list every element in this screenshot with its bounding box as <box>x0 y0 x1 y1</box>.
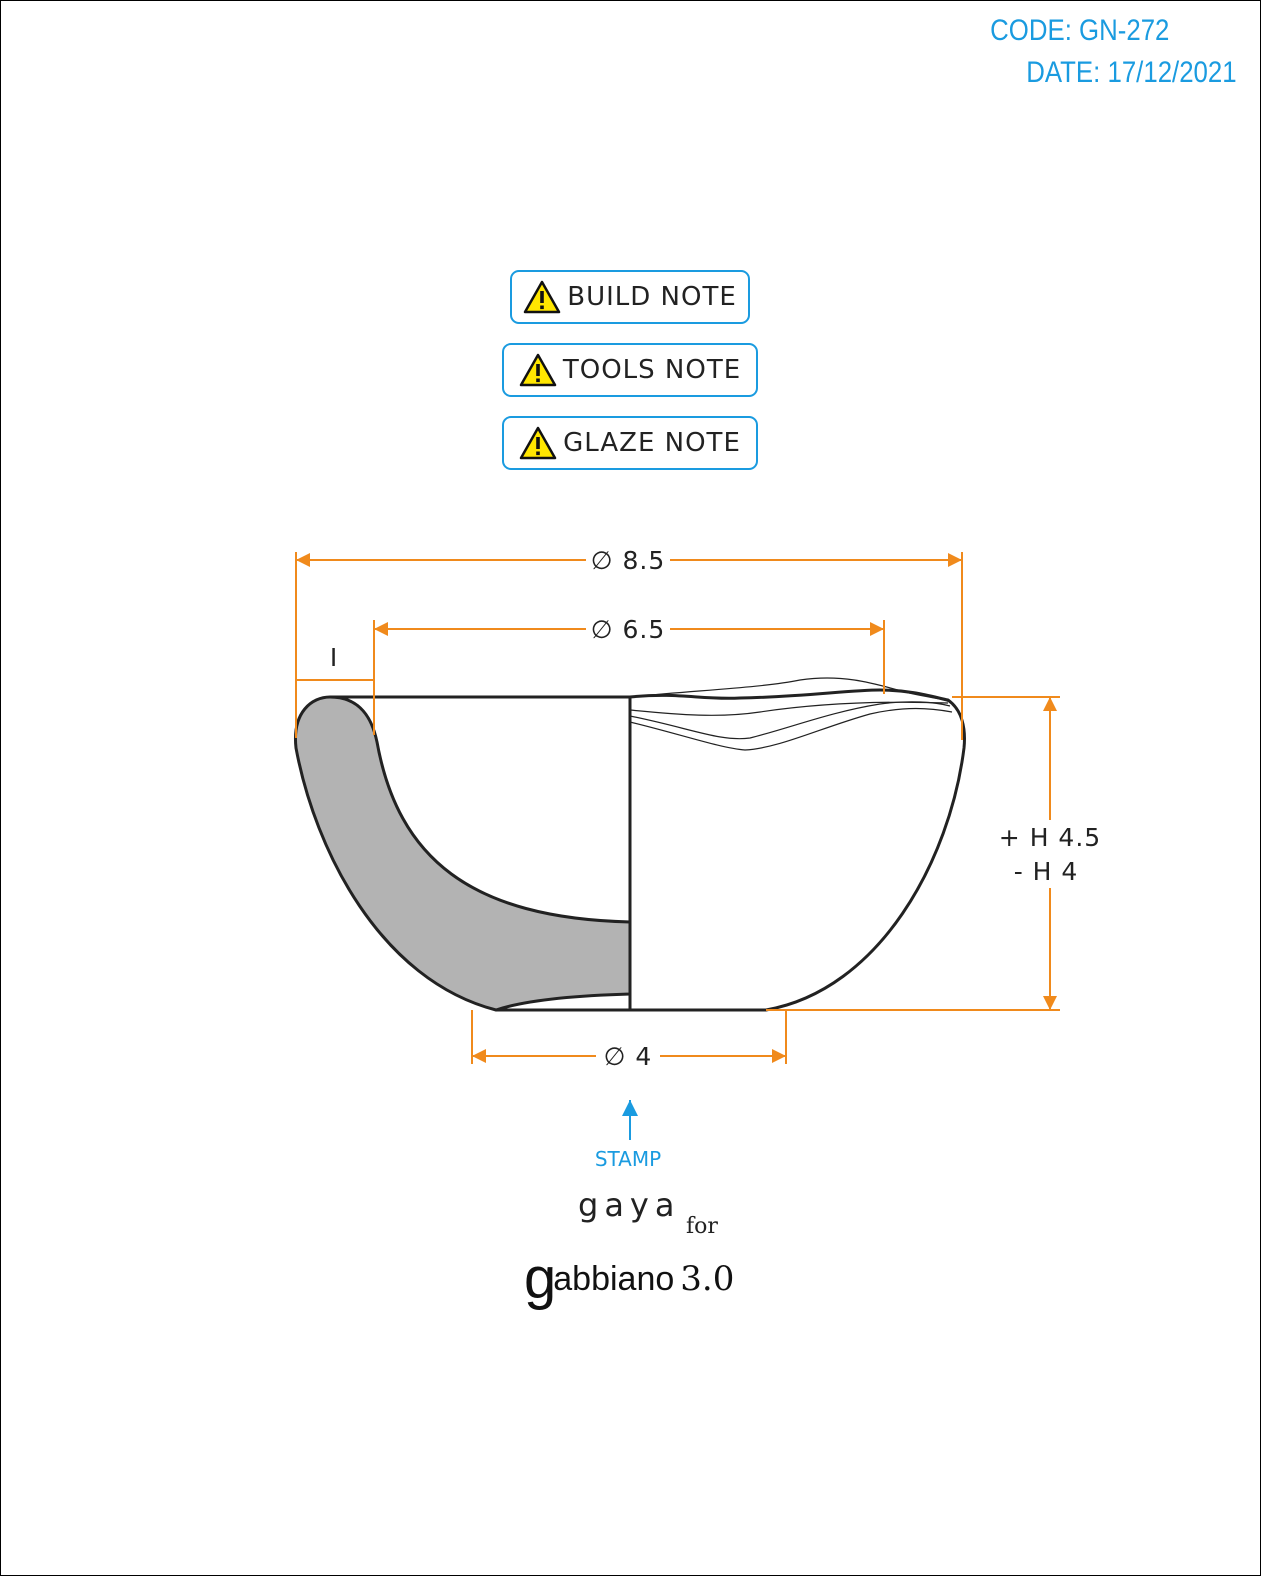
build-note-label: BUILD NOTE <box>567 282 737 312</box>
tools-note-button[interactable]: TOOLS NOTE <box>502 343 758 397</box>
build-note-button[interactable]: BUILD NOTE <box>510 270 750 324</box>
rim-wave-line <box>629 701 949 716</box>
brand-for: for <box>686 1214 718 1239</box>
warning-icon <box>519 353 557 387</box>
bowl-exterior-outline <box>629 688 966 1012</box>
height-max-label: + H 4.5 <box>999 823 1101 852</box>
glaze-note-button[interactable]: GLAZE NOTE <box>502 416 758 470</box>
stamp-label: STAMP <box>595 1147 661 1171</box>
dimension-lines <box>295 552 1060 1064</box>
brand-name: abbiano <box>553 1260 675 1298</box>
outer-diameter-label: ∅ 8.5 <box>591 546 665 575</box>
brand-gabbiano-logo: gabbiano 3.0 <box>524 1245 734 1312</box>
height-min-label: - H 4 <box>1014 857 1079 886</box>
warning-icon <box>519 426 557 460</box>
glaze-note-label: GLAZE NOTE <box>563 428 741 458</box>
brand-g-letter: g <box>524 1246 557 1311</box>
drawing-date: DATE: 17/12/2021 <box>1026 56 1237 89</box>
product-code: CODE: GN-272 <box>989 14 1169 47</box>
rim-wave-line <box>629 677 951 703</box>
wall-thickness-label: I <box>330 643 338 672</box>
base-diameter-label: ∅ 4 <box>604 1042 653 1071</box>
inner-diameter-label: ∅ 6.5 <box>591 615 665 644</box>
tools-note-label: TOOLS NOTE <box>562 355 742 385</box>
rim-wave-line <box>629 707 953 751</box>
rim-wave-line <box>629 701 951 740</box>
bowl-section-outline <box>330 695 632 1012</box>
brand-gaya: gaya <box>578 1186 681 1224</box>
brand-version: 3.0 <box>680 1259 735 1299</box>
bowl-wall-section <box>294 695 632 1012</box>
warning-icon <box>523 280 561 314</box>
